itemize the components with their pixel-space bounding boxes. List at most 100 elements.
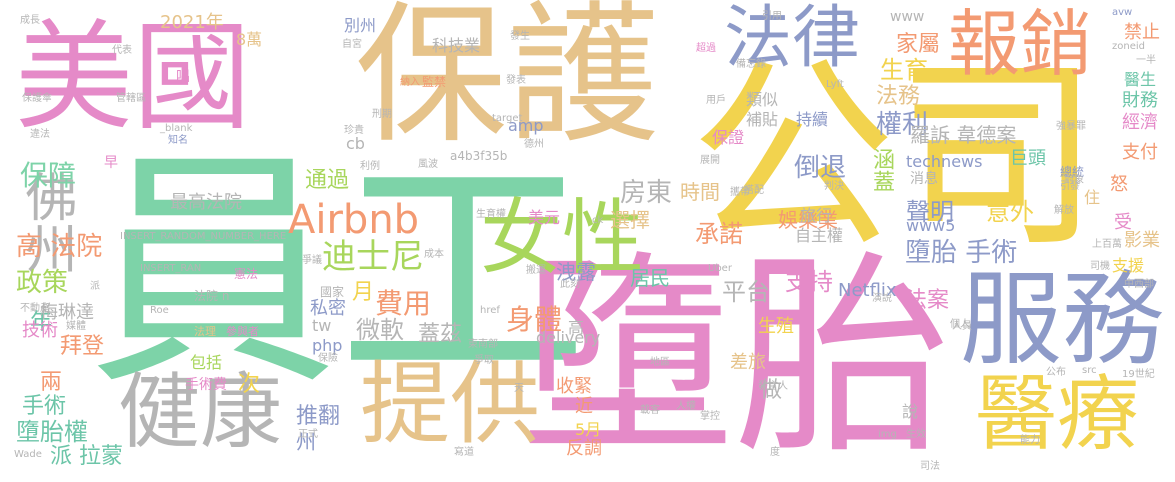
word: 搭配 bbox=[744, 185, 764, 196]
word: 用戶 bbox=[706, 95, 726, 106]
word: 展開 bbox=[700, 155, 720, 166]
word: php bbox=[312, 336, 343, 355]
word: 最高法院 bbox=[170, 192, 242, 213]
word: Wade bbox=[14, 449, 42, 460]
word: 類似 bbox=[746, 90, 779, 109]
word: www5 bbox=[906, 216, 956, 235]
word: 寫道 bbox=[454, 447, 474, 458]
word: 居民 bbox=[630, 266, 670, 290]
word: 州 bbox=[296, 430, 316, 454]
word: cb bbox=[346, 134, 365, 153]
word: 保障 bbox=[20, 159, 77, 192]
word: 強暴罪 bbox=[1056, 121, 1086, 132]
word: 選擇 bbox=[610, 208, 650, 232]
word: 載客 bbox=[640, 405, 660, 416]
word: 爭議 bbox=[302, 255, 322, 266]
word: 聲明 bbox=[906, 198, 954, 226]
word: 8萬 bbox=[236, 30, 263, 49]
word: 怒 bbox=[1110, 174, 1128, 195]
word: 引用 bbox=[762, 11, 782, 22]
word: 風波 bbox=[418, 159, 438, 170]
word: 女性 bbox=[480, 191, 645, 286]
word: 公布 bbox=[1046, 367, 1066, 378]
word: 巨頭 bbox=[1010, 148, 1046, 169]
word: 身體 bbox=[506, 303, 563, 336]
word: _blank bbox=[160, 123, 193, 134]
word: 中西部 bbox=[1124, 279, 1154, 290]
word: 爭取 bbox=[474, 355, 494, 366]
word: 梅琳達 bbox=[40, 302, 94, 323]
word: amp bbox=[508, 116, 544, 135]
word: 司機 bbox=[1090, 261, 1110, 272]
word: 天 bbox=[514, 383, 524, 394]
word: 近 bbox=[575, 396, 593, 417]
word: 時間 bbox=[680, 180, 720, 204]
word: 參與者 bbox=[226, 325, 259, 338]
word: Airbnb bbox=[288, 197, 420, 243]
word: 微軟 bbox=[356, 316, 404, 344]
word: 美元 bbox=[528, 208, 561, 227]
word: Lyft bbox=[826, 79, 844, 90]
word: 成長 bbox=[20, 15, 40, 26]
word: 2021年 bbox=[160, 12, 224, 33]
word: 支持 bbox=[785, 268, 833, 296]
word: 娛樂業 bbox=[778, 208, 838, 232]
word: 個人 bbox=[950, 319, 970, 330]
word: 一半 bbox=[1136, 55, 1156, 66]
word: 生效 bbox=[906, 429, 926, 440]
word: Netflix bbox=[838, 280, 897, 301]
word: Uber bbox=[708, 263, 732, 274]
word: 消息 bbox=[910, 171, 938, 187]
word: 兩 bbox=[40, 370, 63, 395]
word: 東南部 bbox=[468, 339, 498, 350]
word: 知名 bbox=[168, 135, 188, 146]
word: tw bbox=[312, 316, 332, 335]
word: 技術 bbox=[22, 320, 58, 341]
word: 健康 bbox=[118, 365, 283, 460]
word: 早 bbox=[104, 155, 118, 171]
word: 差旅 bbox=[730, 352, 766, 373]
word: 手術 bbox=[22, 394, 67, 419]
word: 地區 bbox=[650, 357, 670, 368]
word: 醫療 bbox=[975, 367, 1140, 462]
word: 服務 bbox=[960, 261, 1164, 380]
word: 解放 bbox=[1054, 205, 1074, 216]
word: a4b3f35b bbox=[450, 149, 508, 163]
word: 上百萬 bbox=[1092, 239, 1122, 250]
word: 包括 bbox=[190, 353, 223, 372]
word: 法務 bbox=[876, 84, 921, 109]
word: 權利 bbox=[876, 110, 929, 140]
word: technews bbox=[906, 152, 983, 171]
word: 此刻 bbox=[560, 279, 580, 290]
word: 監禁 bbox=[422, 75, 447, 89]
word: target bbox=[492, 113, 523, 124]
word: 影業 bbox=[1124, 230, 1160, 251]
word: 高 bbox=[568, 318, 585, 337]
word: href bbox=[480, 305, 500, 316]
word: 引發 bbox=[1060, 181, 1080, 192]
word: 法理 bbox=[194, 325, 216, 338]
word: 管轄區 bbox=[116, 93, 146, 104]
word: INSERT_RANDOM_NUMBER_HERE bbox=[120, 231, 287, 242]
word: 羅訴 韋德案 bbox=[910, 123, 1017, 147]
word: 利例 bbox=[360, 161, 380, 172]
word: 禁止 bbox=[1124, 22, 1160, 43]
word: 國家 bbox=[320, 285, 345, 299]
word: 做 bbox=[760, 378, 783, 403]
word: 員工 bbox=[88, 127, 588, 418]
word: 持續 bbox=[796, 110, 829, 129]
word: 人員 bbox=[952, 321, 972, 332]
word: 提供 bbox=[360, 352, 540, 457]
word: 科技業 bbox=[432, 36, 481, 55]
word: 政策 bbox=[16, 268, 69, 298]
word: 自主權 bbox=[795, 226, 844, 245]
word: 德州 bbox=[524, 139, 544, 150]
word: 珍貴 bbox=[344, 125, 364, 136]
word: 憲法 bbox=[234, 267, 259, 281]
word: 備忘錄 bbox=[736, 59, 766, 70]
word: 私密 bbox=[310, 298, 346, 319]
word: 生育 bbox=[880, 56, 928, 84]
word: INSERT_RAN bbox=[140, 263, 202, 274]
word: 墮胎權 bbox=[16, 418, 88, 446]
